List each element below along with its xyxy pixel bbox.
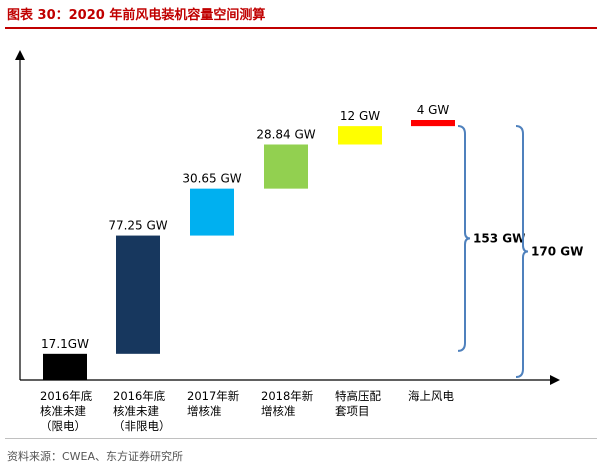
brace-1 xyxy=(457,125,471,352)
bar-4 xyxy=(264,144,308,189)
bar-1 xyxy=(43,353,87,380)
waterfall-chart: 17.1GW 77.25 GW 30.65 GW 28.84 GW 12 GW 4 GW 2… xyxy=(15,50,583,433)
chart-title: 图表 30：2020 年前风电装机容量空间测算 xyxy=(7,4,265,23)
bar-value-label-1: 17.1GW xyxy=(41,337,89,351)
bar-3 xyxy=(190,188,234,236)
footer-divider xyxy=(5,438,597,439)
brace-label-1: 153 GW xyxy=(473,231,525,245)
bar-5 xyxy=(338,126,382,145)
bar-value-label-6: 4 GW xyxy=(417,103,450,117)
title-divider xyxy=(5,27,597,29)
chart-title-text: 2020 年前风电装机容量空间测算 xyxy=(68,8,266,23)
category-label-4: 2018年新增核准 xyxy=(261,389,314,418)
x-axis-arrow xyxy=(550,375,560,385)
chart-title-prefix: 图表 30： xyxy=(7,8,69,23)
category-label-6: 海上风电 xyxy=(408,389,454,403)
brace-2 xyxy=(515,125,529,378)
category-label-2: 2016年底核准未建（非限电） xyxy=(113,389,171,433)
bar-value-label-5: 12 GW xyxy=(340,109,380,123)
category-label-3: 2017年新增核准 xyxy=(187,389,240,418)
category-label-5: 特高压配套项目 xyxy=(335,389,381,418)
category-label-1: 2016年底核准未建（限电） xyxy=(40,389,93,433)
bar-value-label-4: 28.84 GW xyxy=(256,127,315,141)
bar-6 xyxy=(411,120,455,127)
bar-2 xyxy=(116,235,160,354)
brace-label-2: 170 GW xyxy=(531,245,583,259)
bar-value-label-3: 30.65 GW xyxy=(182,172,241,186)
source-note: 资料来源：CWEA、东方证券研究所 xyxy=(7,450,184,463)
y-axis-arrow xyxy=(15,50,25,60)
bar-value-label-2: 77.25 GW xyxy=(108,219,167,233)
